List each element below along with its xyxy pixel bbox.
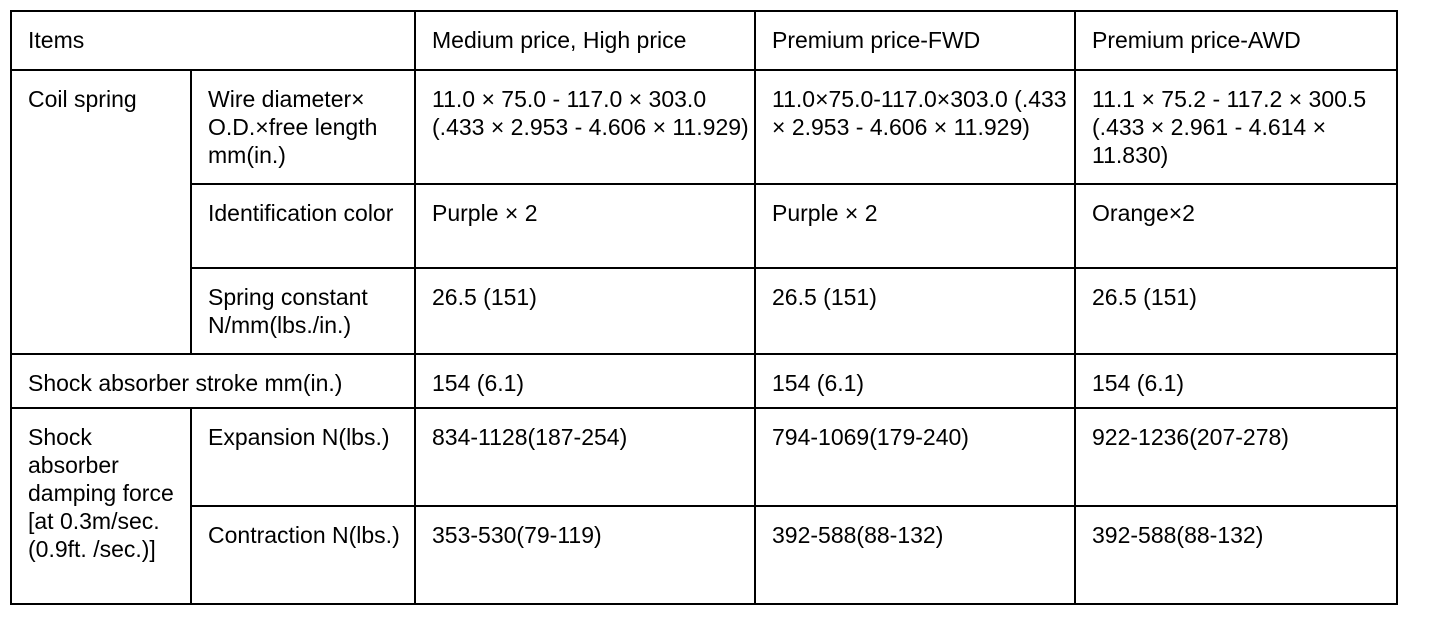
stroke-row: Shock absorber stroke mm(in.) 154 (6.1) …: [9, 353, 1399, 409]
header-premium-fwd: Premium price-FWD: [754, 10, 1077, 71]
stroke-col3: 154 (6.1): [1074, 353, 1399, 409]
constant-col2: 26.5 (151): [754, 267, 1077, 355]
color-label: Identification color: [189, 183, 417, 269]
header-premium-awd: Premium price-AWD: [1074, 10, 1399, 71]
constant-row: Spring constant N/mm(lbs./in.) 26.5 (151…: [11, 267, 1399, 355]
wire-col1: 11.0 × 75.0 - 117.0 × 303.0 (.433 × 2.95…: [414, 69, 757, 185]
expansion-col2: 794-1069(179-240): [754, 407, 1077, 507]
expansion-label: Expansion N(lbs.): [189, 407, 417, 507]
wire-row: Coil spring Wire diameter× O.D.×free len…: [10, 69, 1399, 355]
constant-col1: 26.5 (151): [414, 267, 757, 355]
coil-spring-label: Coil spring: [10, 69, 192, 355]
wire-label: Wire diameter× O.D.×free length mm(in.): [189, 69, 417, 185]
constant-col3: 26.5 (151): [1074, 267, 1399, 355]
header-items: Items: [9, 10, 417, 71]
contraction-col3: 392-588(88-132): [1074, 505, 1399, 605]
damping-label: Shock absorber damping force [at 0.3m/se…: [10, 407, 192, 605]
wire-col2: 11.0×75.0-117.0×303.0 (.433 × 2.953 - 4.…: [754, 69, 1077, 185]
expansion-row: Shock absorber damping force [at 0.3m/se…: [10, 407, 1399, 605]
contraction-col2: 392-588(88-132): [754, 505, 1077, 605]
stroke-col1: 154 (6.1): [414, 353, 757, 409]
stroke-col2: 154 (6.1): [754, 353, 1077, 409]
spec-table: Items Medium price, High price Premium p…: [9, 10, 1399, 605]
expansion-col1: 834-1128(187-254): [414, 407, 757, 507]
constant-label: Spring constant N/mm(lbs./in.): [189, 267, 417, 355]
header-medium-high-price: Medium price, High price: [414, 10, 757, 71]
color-col3: Orange×2: [1074, 183, 1399, 269]
contraction-row: Contraction N(lbs.) 353-530(79-119) 392-…: [11, 505, 1399, 605]
wire-col3: 11.1 × 75.2 - 117.2 × 300.5 (.433 × 2.96…: [1074, 69, 1399, 185]
color-row: Identification color Purple × 2 Purple ×…: [11, 183, 1399, 269]
contraction-col1: 353-530(79-119): [414, 505, 757, 605]
stroke-label: Shock absorber stroke mm(in.): [9, 353, 417, 409]
header-row: Items Medium price, High price Premium p…: [9, 10, 1399, 71]
expansion-col3: 922-1236(207-278): [1074, 407, 1399, 507]
color-col2: Purple × 2: [754, 183, 1077, 269]
color-col1: Purple × 2: [414, 183, 757, 269]
contraction-label: Contraction N(lbs.): [189, 505, 417, 605]
